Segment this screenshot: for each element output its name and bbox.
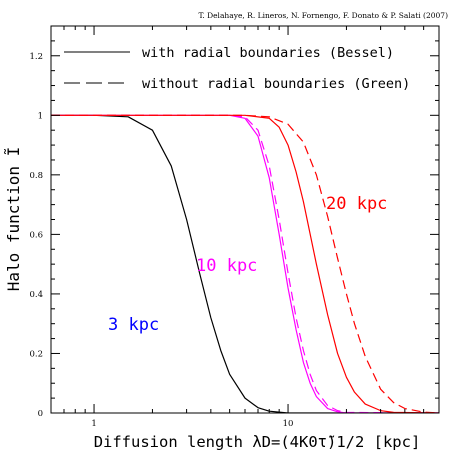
legend-entry-bessel: with radial boundaries (Bessel) (142, 45, 394, 61)
y-tick-label: 1 (38, 111, 43, 121)
y-tick-label: 0.4 (29, 290, 43, 300)
series-line-2 (51, 114, 439, 413)
y-tick-label: 1.2 (29, 52, 43, 62)
y-tick-label: 0.8 (29, 171, 43, 181)
series-line-1 (51, 114, 439, 413)
x-tick-label: 10 (283, 419, 294, 429)
annotation-10kpc: 10 kpc (196, 256, 257, 276)
annotation-3kpc: 3 kpc (108, 315, 159, 335)
series-line-4 (51, 114, 439, 413)
x-axis-label: Diffusion length λD=(4K0τ̃)1/2 [kpc] (94, 433, 421, 451)
y-axis-label: Halo function Ĩ (4, 147, 23, 292)
legend: with radial boundaries (Bessel) without … (64, 45, 410, 92)
y-tick-label: 0.6 (29, 230, 43, 240)
y-tick-label: 0 (38, 409, 43, 419)
series-line-3 (51, 114, 439, 413)
y-tick-label: 0.2 (29, 349, 43, 359)
plot-frame (50, 25, 440, 414)
series-layer (51, 114, 439, 413)
credit-text: T. Delahaye, R. Lineros, N. Fornengo, F.… (198, 11, 448, 20)
series-line-0 (51, 114, 439, 413)
x-axis-label-text: Diffusion length λD=(4K0τ̃)1/2 [kpc] (94, 433, 421, 451)
annotation-20kpc: 20 kpc (326, 194, 387, 214)
legend-entry-green: without radial boundaries (Green) (142, 76, 410, 92)
x-tick-label: 1 (91, 419, 96, 429)
